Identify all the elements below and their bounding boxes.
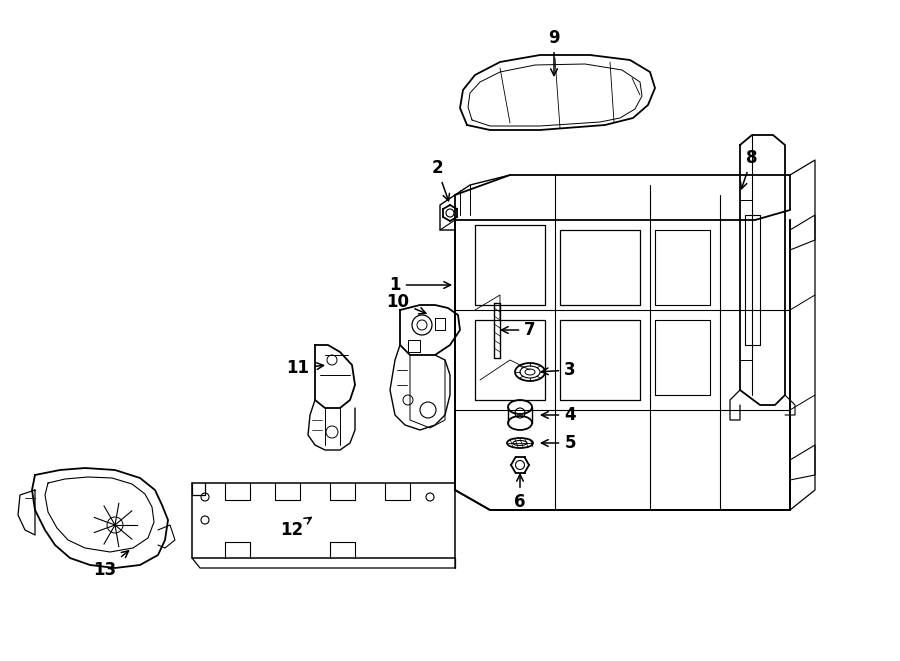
- Text: 13: 13: [94, 551, 129, 579]
- Text: 3: 3: [542, 361, 576, 379]
- Text: 12: 12: [281, 518, 311, 539]
- Text: 8: 8: [741, 149, 758, 189]
- Text: 2: 2: [431, 159, 449, 201]
- Text: 10: 10: [386, 293, 426, 314]
- Text: 11: 11: [286, 359, 323, 377]
- Text: 7: 7: [501, 321, 536, 339]
- Text: 4: 4: [542, 406, 576, 424]
- Text: 9: 9: [548, 29, 560, 75]
- Text: 6: 6: [514, 475, 526, 511]
- Text: 1: 1: [389, 276, 451, 294]
- Text: 5: 5: [542, 434, 576, 452]
